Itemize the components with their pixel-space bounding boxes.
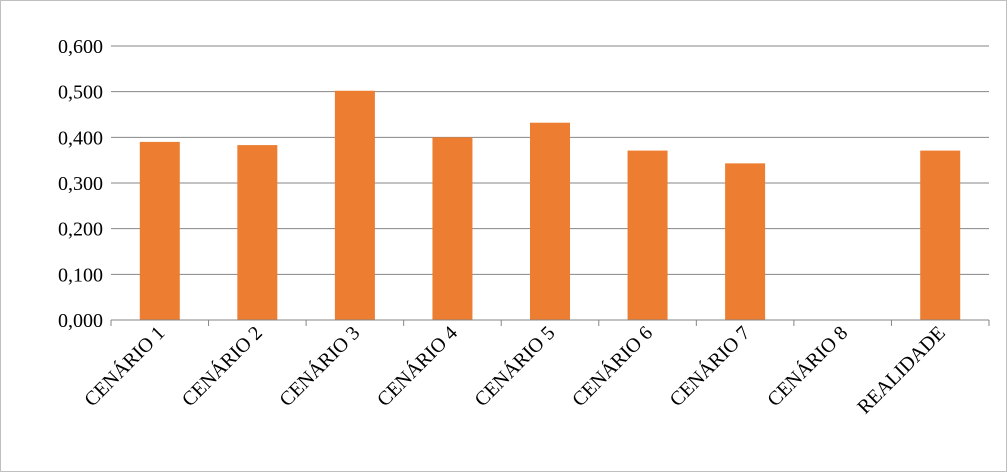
x-category-label: CENÁRIO 7 — [665, 321, 755, 411]
x-category-label: CENÁRIO 5 — [470, 321, 560, 411]
bar — [627, 150, 668, 320]
x-axis — [110, 319, 990, 326]
y-tick-label: 0,300 — [58, 173, 103, 195]
bar — [432, 137, 473, 320]
bars — [139, 90, 961, 321]
x-axis-category-labels: CENÁRIO 1 CENÁRIO 2 CENÁRIO 3 CENÁRIO 4 CENÁ… — [80, 321, 950, 418]
y-tick-label: 0,200 — [58, 219, 103, 241]
bar — [725, 163, 766, 320]
bar — [139, 141, 180, 320]
y-tick-label: 0,100 — [58, 264, 103, 286]
y-tick-label: 0,600 — [58, 36, 103, 58]
x-category-label: CENÁRIO 2 — [177, 321, 267, 411]
bar — [334, 90, 375, 321]
y-tick-label: 0,400 — [58, 127, 103, 149]
y-tick-label: 0,500 — [58, 82, 103, 104]
x-category-label: CENÁRIO 3 — [275, 321, 365, 411]
bar — [530, 122, 570, 320]
x-category-label: CENÁRIO 1 — [80, 321, 170, 411]
y-axis-tick-labels: 0,000 0,100 0,200 0,300 0,400 0,500 0,600 — [58, 36, 103, 332]
bar — [237, 145, 278, 320]
x-category-label: CENÁRIO 8 — [762, 321, 852, 411]
bar — [920, 150, 961, 320]
x-category-label: CENÁRIO 6 — [567, 321, 657, 411]
x-category-label: CENÁRIO 4 — [372, 321, 462, 411]
y-tick-label: 0,000 — [58, 310, 103, 332]
x-category-label: REALIDADE — [853, 322, 949, 418]
